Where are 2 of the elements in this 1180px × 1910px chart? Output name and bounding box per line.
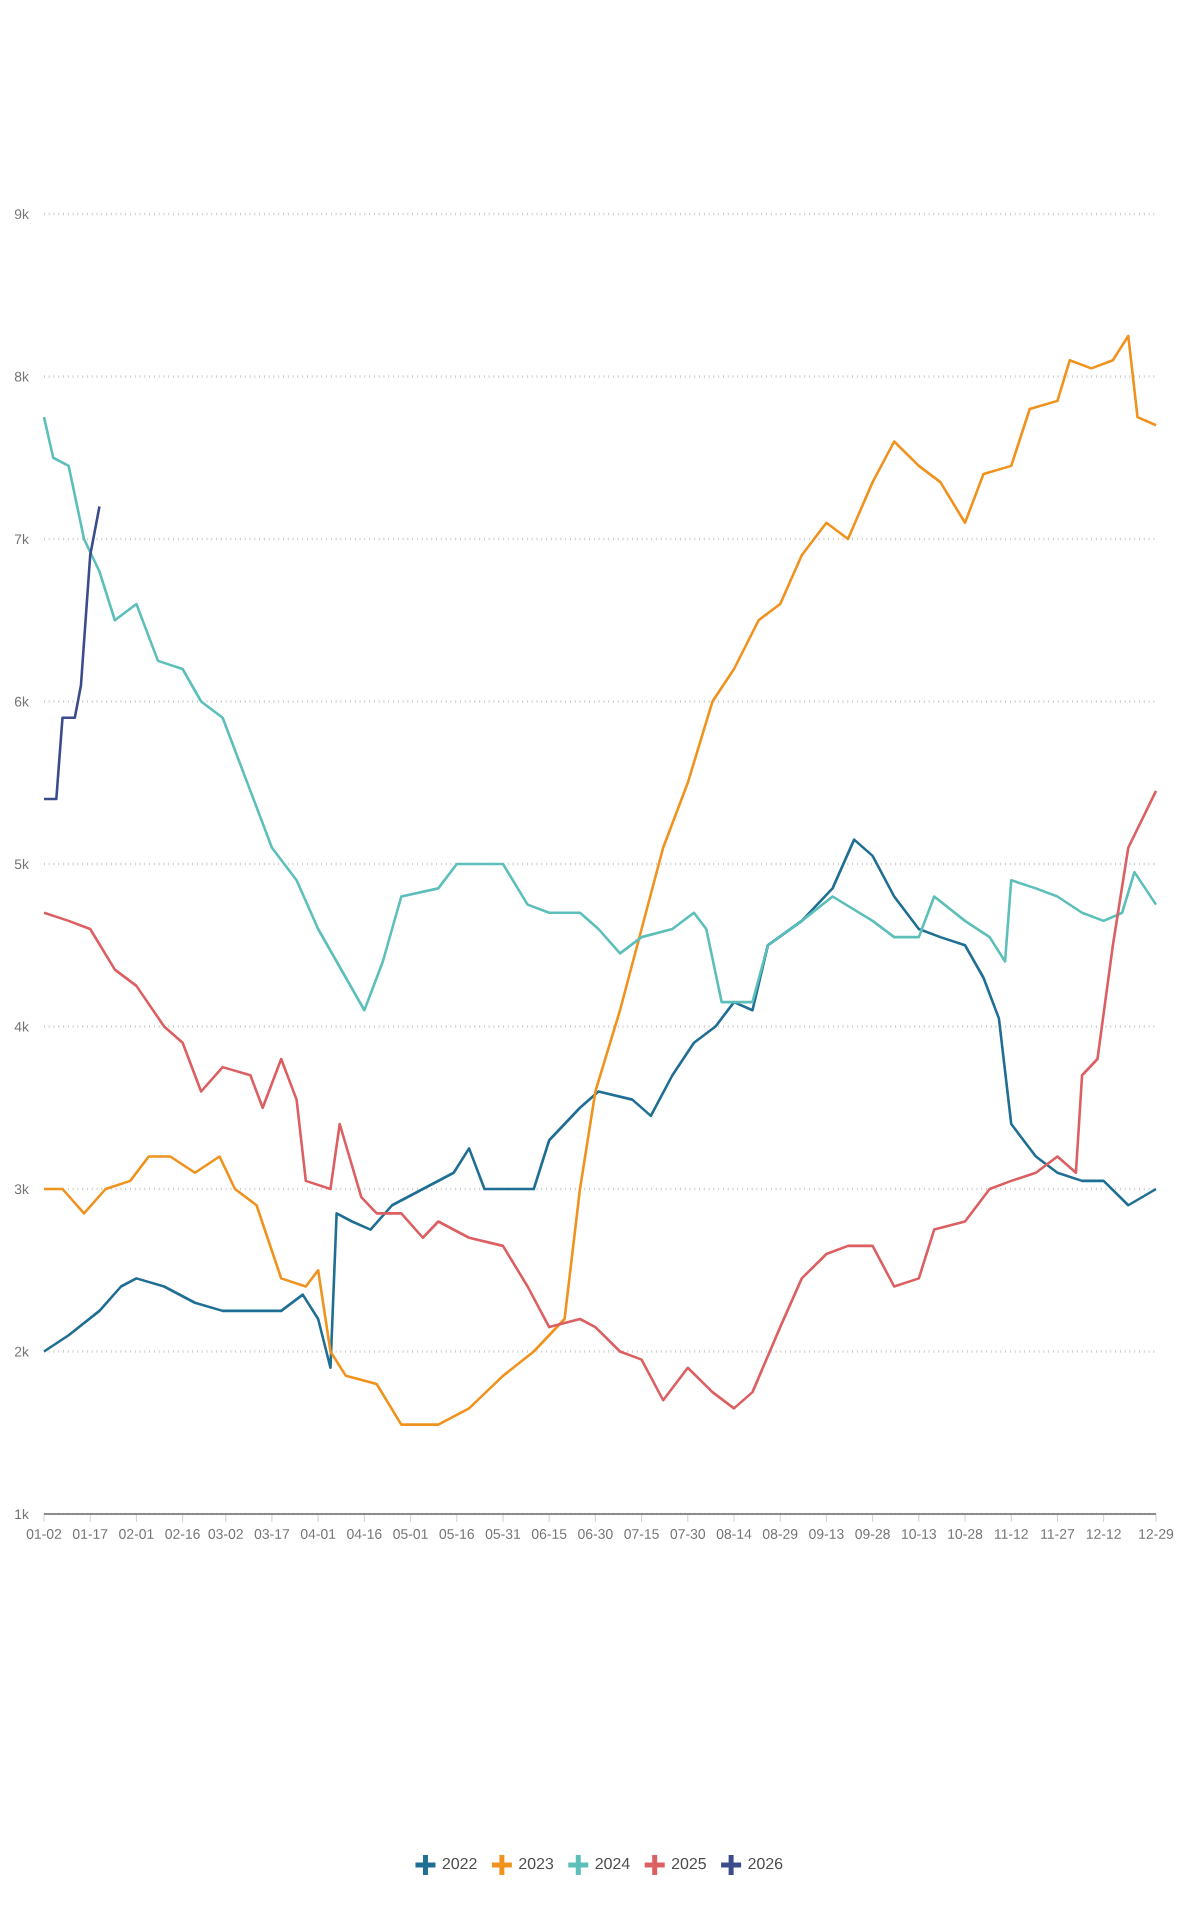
- line-series: [42, 505, 101, 801]
- line-series: [42, 415, 1158, 1012]
